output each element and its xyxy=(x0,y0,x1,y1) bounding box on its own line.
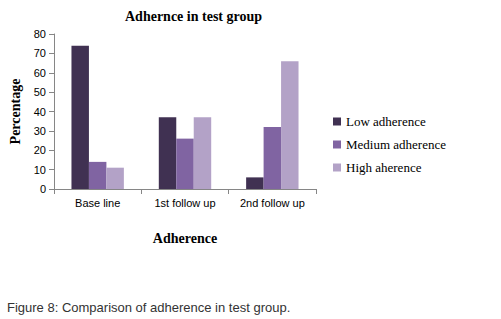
svg-text:High aherence: High aherence xyxy=(346,160,422,175)
svg-text:50: 50 xyxy=(34,86,46,98)
svg-text:20: 20 xyxy=(34,144,46,156)
svg-text:30: 30 xyxy=(34,125,46,137)
svg-text:Figure 8: Comparison of adhere: Figure 8: Comparison of adherence in tes… xyxy=(7,300,290,315)
svg-text:60: 60 xyxy=(34,67,46,79)
svg-text:10: 10 xyxy=(34,164,46,176)
svg-text:0: 0 xyxy=(40,183,46,195)
svg-text:2nd follow up: 2nd follow up xyxy=(240,197,305,209)
svg-text:1st follow up: 1st follow up xyxy=(154,197,215,209)
svg-text:Base line: Base line xyxy=(75,197,120,209)
svg-text:Medium adherence: Medium adherence xyxy=(346,137,446,152)
svg-text:70: 70 xyxy=(34,47,46,59)
svg-text:Adhernce in test group: Adhernce in test group xyxy=(125,9,262,24)
svg-text:Low adherence: Low adherence xyxy=(346,114,426,129)
svg-text:Adherence: Adherence xyxy=(153,231,217,246)
svg-text:40: 40 xyxy=(34,106,46,118)
svg-text:Percentage: Percentage xyxy=(8,79,23,145)
svg-text:80: 80 xyxy=(34,28,46,40)
